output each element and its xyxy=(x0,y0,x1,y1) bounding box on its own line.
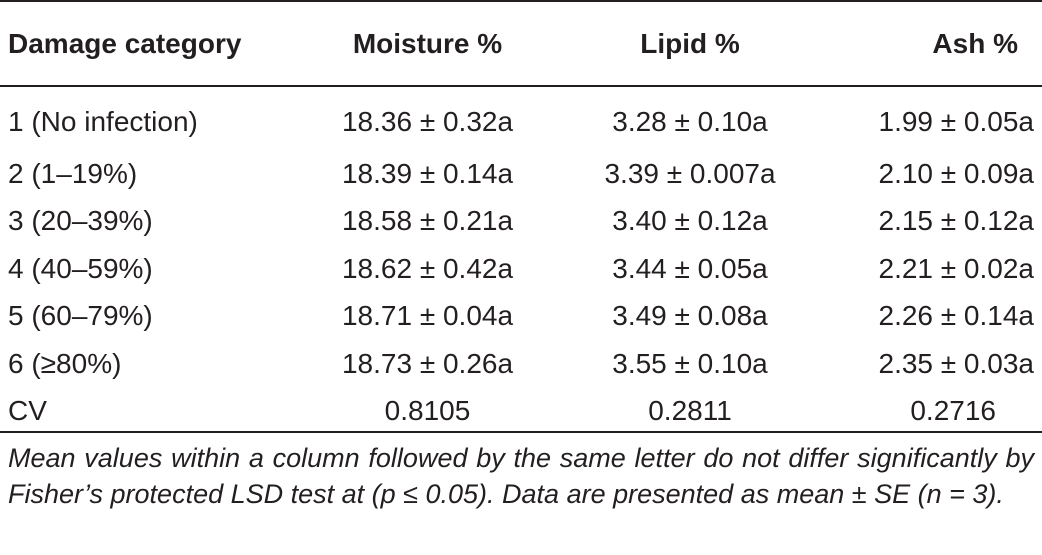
table-cell: 3.49 ± 0.08a xyxy=(612,300,768,332)
table-cell: 3.28 ± 0.10a xyxy=(612,105,768,137)
table-row-cv: CV 0.8105 0.2811 0.2716 xyxy=(0,388,1042,436)
table-header-row: Damage category Moisture % Lipid % Ash % xyxy=(0,3,1042,85)
table-cell: 0.2716 xyxy=(910,395,996,427)
column-header-ash: Ash % xyxy=(932,28,1018,59)
table-cell: 1.99 ± 0.05a xyxy=(878,105,1035,137)
table-cell: 18.73 ± 0.26a xyxy=(341,347,514,379)
table-cell: 18.71 ± 0.04a xyxy=(341,300,514,332)
table-cell: 2.21 ± 0.02a xyxy=(878,252,1035,284)
table-cell: 18.58 ± 0.21a xyxy=(341,205,514,237)
table-cell: 3.55 ± 0.10a xyxy=(612,347,768,379)
column-header-moisture: Moisture % xyxy=(352,28,503,59)
table-cell: 2.10 ± 0.09a xyxy=(878,157,1035,189)
column-header-lipid: Lipid % xyxy=(640,28,740,59)
table-top-rule xyxy=(0,0,1042,2)
table-cell: 18.62 ± 0.42a xyxy=(341,252,514,284)
table-cell: 3.40 ± 0.12a xyxy=(612,205,768,237)
table-row: 6 (≥80%) 18.73 ± 0.26a 3.55 ± 0.10a 2.35… xyxy=(0,340,1042,388)
table-row: 5 (60–79%) 18.71 ± 0.04a 3.49 ± 0.08a 2.… xyxy=(0,293,1042,341)
table-cell: 3.44 ± 0.05a xyxy=(612,252,768,284)
table-row: 1 (No infection) 18.36 ± 0.32a 3.28 ± 0.… xyxy=(0,85,1042,150)
table-footnote: Mean values within a column followed by … xyxy=(8,443,1034,509)
table-cell: 0.8105 xyxy=(384,395,471,427)
table-cell: 1 (No infection) xyxy=(8,105,198,137)
table-cell: 6 (≥80%) xyxy=(8,347,122,379)
table-cell: 2.35 ± 0.03a xyxy=(878,347,1035,379)
table-cell: 2.26 ± 0.14a xyxy=(878,300,1035,332)
table-cell: CV xyxy=(8,395,47,427)
table-cell: 3.39 ± 0.007a xyxy=(604,157,776,189)
table-bottom-rule xyxy=(0,431,1042,433)
data-table: Damage category Moisture % Lipid % Ash %… xyxy=(0,3,1042,435)
table-cell: 18.36 ± 0.32a xyxy=(341,105,514,137)
column-header-damage-category: Damage category xyxy=(8,28,242,59)
table-cell: 4 (40–59%) xyxy=(8,252,153,284)
table-header-rule xyxy=(0,85,1042,87)
table-cell: 18.39 ± 0.14a xyxy=(341,157,514,189)
table-cell: 2 (1–19%) xyxy=(8,157,138,189)
table-row: 2 (1–19%) 18.39 ± 0.14a 3.39 ± 0.007a 2.… xyxy=(0,150,1042,198)
table-cell: 0.2811 xyxy=(648,395,732,427)
table-cell: 3 (20–39%) xyxy=(8,205,153,237)
table-cell: 2.15 ± 0.12a xyxy=(878,205,1035,237)
table-cell: 5 (60–79%) xyxy=(8,300,153,332)
table-row: 4 (40–59%) 18.62 ± 0.42a 3.44 ± 0.05a 2.… xyxy=(0,245,1042,293)
table-row: 3 (20–39%) 18.58 ± 0.21a 3.40 ± 0.12a 2.… xyxy=(0,198,1042,246)
